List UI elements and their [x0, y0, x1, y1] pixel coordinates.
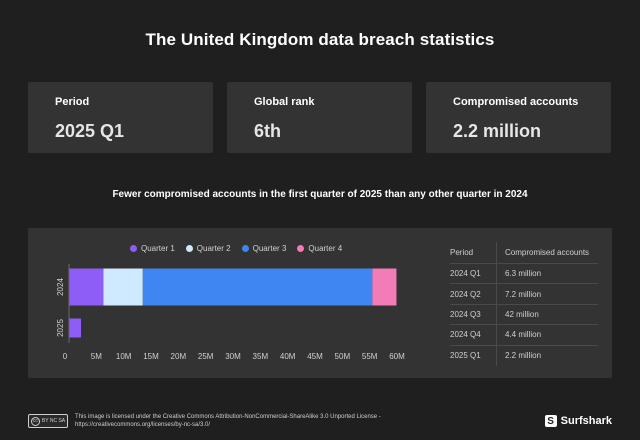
table-row: 2025 Q1 2.2 million	[450, 345, 598, 366]
page-title: The United Kingdom data breach statistic…	[145, 30, 495, 49]
x-tick-label: 20M	[171, 352, 187, 361]
breach-table: Period Compromised accounts 2024 Q1 6.3 …	[450, 242, 598, 366]
table-cell-period: 2024 Q1	[450, 269, 481, 279]
x-tick-label: 60M	[389, 352, 405, 361]
legend-item-quarter-2: Quarter 2	[185, 244, 231, 253]
cc-license-badge[interactable]: cc BY NC SA	[28, 414, 68, 428]
legend-label: Quarter 1	[141, 244, 175, 253]
chart-subtitle: Fewer compromised accounts in the first …	[112, 189, 528, 200]
chart-legend: Quarter 1 Quarter 2 Quarter 3 Quarter 4	[130, 244, 342, 253]
stat-card-compromised-accounts: Compromised accounts 2.2 million	[426, 82, 611, 153]
stat-value: 2025 Q1	[55, 121, 125, 141]
x-tick-label: 15M	[143, 352, 159, 361]
table-cell-period: 2025 Q1	[450, 351, 481, 361]
cc-terms: BY NC SA	[41, 418, 66, 424]
x-tick-label: 5M	[91, 352, 102, 361]
table-row: 2024 Q1 6.3 million	[450, 264, 598, 285]
legend-swatch	[185, 245, 193, 252]
cc-icon: cc	[30, 416, 40, 426]
x-tick-label: 25M	[198, 352, 214, 361]
table-header-period: Period	[450, 248, 474, 257]
table-cell-accounts: 42 million	[505, 309, 539, 319]
stat-card-global-rank: Global rank 6th	[227, 82, 412, 153]
brand-name: Surfshark	[560, 415, 612, 427]
y-tick-label: 2024	[56, 278, 65, 296]
x-tick-label: 35M	[253, 352, 269, 361]
x-tick-label: 55M	[362, 352, 378, 361]
x-tick-label: 50M	[335, 352, 351, 361]
x-tick-label: 0	[63, 352, 68, 361]
table-cell-accounts: 7.2 million	[505, 289, 542, 299]
table-cell-period: 2024 Q2	[450, 289, 481, 299]
license-text: This image is licensed under the Creativ…	[75, 414, 381, 428]
x-tick-label: 10M	[116, 352, 132, 361]
bar-2025-quarter-1	[69, 318, 82, 338]
table-header-accounts: Compromised accounts	[505, 248, 590, 257]
stat-label: Global rank	[254, 96, 315, 108]
stat-card-period: Period 2025 Q1	[28, 82, 213, 153]
table-cell-period: 2024 Q3	[450, 309, 481, 319]
legend-swatch	[241, 245, 249, 252]
bar-2024-quarter-2	[103, 268, 143, 306]
legend-item-quarter-3: Quarter 3	[241, 244, 287, 253]
x-tick-label: 40M	[280, 352, 296, 361]
stat-value: 6th	[254, 121, 281, 141]
y-tick-label: 2025	[56, 319, 65, 337]
surfshark-logo-icon: S	[544, 415, 557, 427]
stat-label: Compromised accounts	[453, 96, 579, 108]
table-cell-accounts: 6.3 million	[505, 269, 542, 279]
legend-swatch	[130, 245, 137, 252]
legend-label: Quarter 3	[252, 244, 287, 253]
stat-label: Period	[55, 96, 90, 108]
table-cell-accounts: 2.2 million	[505, 351, 542, 361]
brand-logo[interactable]: S Surfshark	[544, 415, 612, 427]
legend-item-quarter-1: Quarter 1	[130, 244, 175, 253]
table-row: 2024 Q3 42 million	[450, 304, 598, 326]
table-row: 2024 Q4 4.4 million	[450, 325, 598, 346]
table-row: 2024 Q2 7.2 million	[450, 284, 598, 305]
legend-swatch	[297, 245, 305, 252]
legend-label: Quarter 2	[196, 244, 231, 253]
table-cell-accounts: 4.4 million	[505, 330, 542, 340]
bar-2024-quarter-1	[69, 268, 104, 306]
chart-panel: Quarter 1 Quarter 2 Quarter 3 Quarter 4 …	[28, 228, 612, 378]
bar-2024-quarter-4	[372, 268, 397, 306]
x-tick-label: 45M	[307, 352, 323, 361]
x-tick-label: 30M	[225, 352, 241, 361]
stacked-bar-chart: 2024 2025 0 5M 10M 15M 20M 25M 30M 35M 40M 45M 50M 55…	[56, 264, 405, 361]
bar-2024-quarter-3	[142, 268, 373, 306]
table-cell-period: 2024 Q4	[450, 330, 481, 340]
legend-label: Quarter 4	[308, 244, 343, 253]
legend-item-quarter-4: Quarter 4	[297, 244, 342, 253]
stat-value: 2.2 million	[453, 121, 542, 141]
footer: cc BY NC SA This image is licensed under…	[28, 414, 435, 429]
table-header-row: Period Compromised accounts	[450, 242, 598, 264]
